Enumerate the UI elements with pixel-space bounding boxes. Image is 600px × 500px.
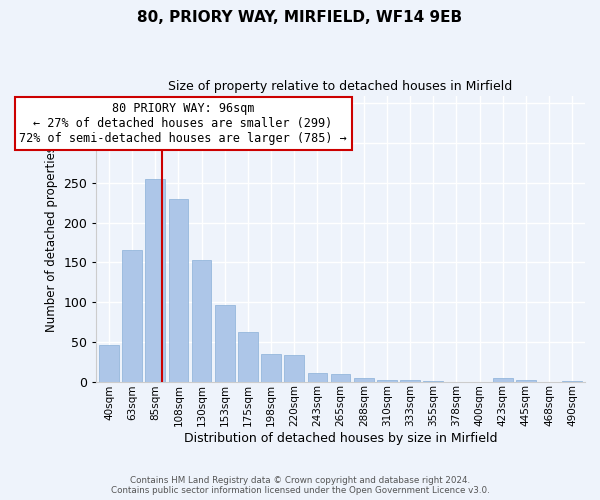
X-axis label: Distribution of detached houses by size in Mirfield: Distribution of detached houses by size … [184, 432, 497, 445]
Text: 80 PRIORY WAY: 96sqm
← 27% of detached houses are smaller (299)
72% of semi-deta: 80 PRIORY WAY: 96sqm ← 27% of detached h… [19, 102, 347, 145]
Title: Size of property relative to detached houses in Mirfield: Size of property relative to detached ho… [169, 80, 513, 93]
Bar [424, 380, 443, 382]
Bar [215, 306, 235, 382]
Y-axis label: Number of detached properties: Number of detached properties [45, 146, 58, 332]
Bar [284, 356, 304, 382]
Bar [354, 378, 374, 382]
Bar [122, 250, 142, 382]
Bar [99, 345, 119, 382]
Bar [377, 380, 397, 382]
Bar [169, 199, 188, 382]
Bar [308, 373, 327, 382]
Bar [261, 354, 281, 382]
Bar [238, 332, 258, 382]
Bar [192, 260, 211, 382]
Bar [400, 380, 420, 382]
Bar [516, 380, 536, 382]
Bar [331, 374, 350, 382]
Bar [493, 378, 512, 382]
Text: Contains HM Land Registry data © Crown copyright and database right 2024.
Contai: Contains HM Land Registry data © Crown c… [110, 476, 490, 495]
Bar [145, 179, 165, 382]
Text: 80, PRIORY WAY, MIRFIELD, WF14 9EB: 80, PRIORY WAY, MIRFIELD, WF14 9EB [137, 10, 463, 25]
Bar [562, 380, 582, 382]
